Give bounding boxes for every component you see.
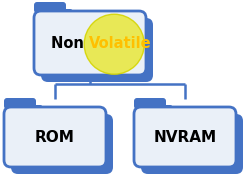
FancyBboxPatch shape: [34, 2, 66, 13]
FancyBboxPatch shape: [134, 98, 166, 109]
Text: Volatile: Volatile: [89, 35, 152, 50]
FancyBboxPatch shape: [141, 114, 243, 174]
FancyBboxPatch shape: [34, 11, 146, 75]
Text: NVRAM: NVRAM: [154, 129, 217, 144]
FancyBboxPatch shape: [11, 114, 113, 174]
FancyBboxPatch shape: [4, 98, 36, 109]
FancyBboxPatch shape: [4, 107, 106, 167]
FancyBboxPatch shape: [41, 18, 153, 82]
Text: ROM: ROM: [35, 129, 75, 144]
FancyBboxPatch shape: [141, 105, 173, 116]
FancyBboxPatch shape: [134, 107, 236, 167]
Circle shape: [84, 14, 144, 74]
FancyBboxPatch shape: [41, 9, 73, 20]
Text: Non: Non: [51, 35, 89, 50]
FancyBboxPatch shape: [11, 105, 43, 116]
